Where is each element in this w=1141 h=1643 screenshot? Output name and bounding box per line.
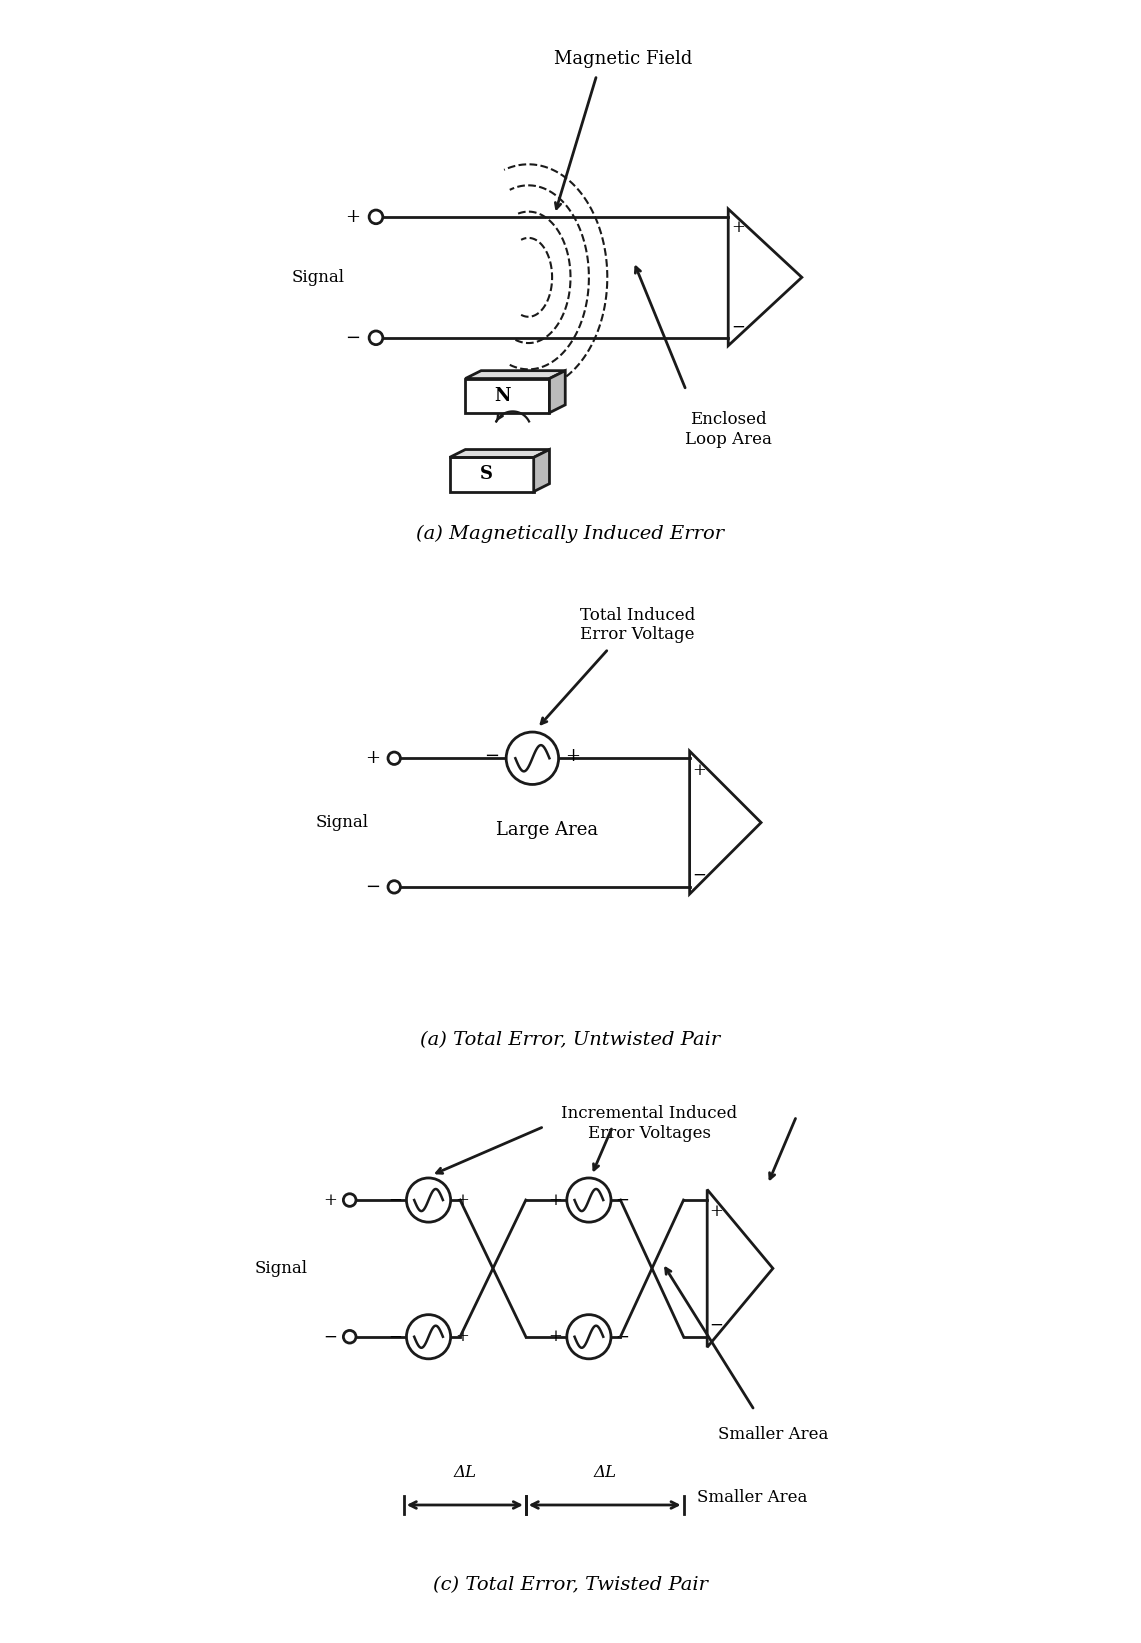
Text: +: + — [549, 1328, 563, 1346]
Text: Incremental Induced
Error Voltages: Incremental Induced Error Voltages — [561, 1106, 737, 1142]
Text: Smaller Area: Smaller Area — [718, 1426, 828, 1443]
Text: −: − — [616, 1191, 630, 1209]
Text: −: − — [365, 877, 380, 895]
Polygon shape — [466, 378, 550, 412]
Text: Smaller Area: Smaller Area — [697, 1489, 807, 1505]
Polygon shape — [466, 371, 565, 378]
Text: +: + — [730, 219, 745, 237]
Text: (c) Total Error, Twisted Pair: (c) Total Error, Twisted Pair — [432, 1576, 709, 1594]
Text: +: + — [549, 1191, 563, 1209]
Circle shape — [567, 1314, 610, 1359]
Text: +: + — [710, 1203, 723, 1221]
Text: Signal: Signal — [292, 269, 345, 286]
Text: −: − — [388, 1191, 402, 1209]
Text: Total Induced
Error Voltage: Total Induced Error Voltage — [580, 606, 695, 642]
Text: −: − — [345, 329, 359, 347]
Text: ΔL: ΔL — [453, 1464, 476, 1482]
Polygon shape — [450, 457, 534, 491]
Text: (a) Total Error, Untwisted Pair: (a) Total Error, Untwisted Pair — [420, 1030, 721, 1048]
Text: +: + — [365, 749, 380, 767]
Text: +: + — [566, 748, 581, 766]
Text: ΔL: ΔL — [593, 1464, 616, 1482]
Text: −: − — [710, 1316, 723, 1334]
Text: +: + — [693, 762, 706, 779]
Text: (a) Magnetically Induced Error: (a) Magnetically Induced Error — [416, 524, 725, 542]
Text: Enclosed
Loop Area: Enclosed Loop Area — [685, 411, 771, 449]
Text: −: − — [616, 1328, 630, 1346]
Text: −: − — [323, 1328, 337, 1346]
Circle shape — [507, 733, 559, 784]
Circle shape — [406, 1178, 451, 1222]
Text: +: + — [345, 209, 359, 225]
Polygon shape — [450, 450, 550, 457]
Circle shape — [567, 1178, 610, 1222]
Text: +: + — [455, 1191, 469, 1209]
Text: N: N — [494, 386, 510, 404]
Text: Signal: Signal — [254, 1260, 308, 1277]
Text: Signal: Signal — [315, 813, 369, 831]
Text: +: + — [455, 1328, 469, 1346]
Text: S: S — [480, 465, 493, 483]
Text: −: − — [693, 866, 706, 884]
Polygon shape — [550, 371, 565, 412]
Text: +: + — [323, 1191, 337, 1209]
Text: −: − — [388, 1328, 402, 1346]
Text: Large Area: Large Area — [495, 822, 598, 838]
Text: Magnetic Field: Magnetic Field — [553, 51, 693, 67]
Text: −: − — [730, 319, 745, 335]
Circle shape — [406, 1314, 451, 1359]
Polygon shape — [534, 450, 550, 491]
Text: −: − — [484, 748, 500, 766]
